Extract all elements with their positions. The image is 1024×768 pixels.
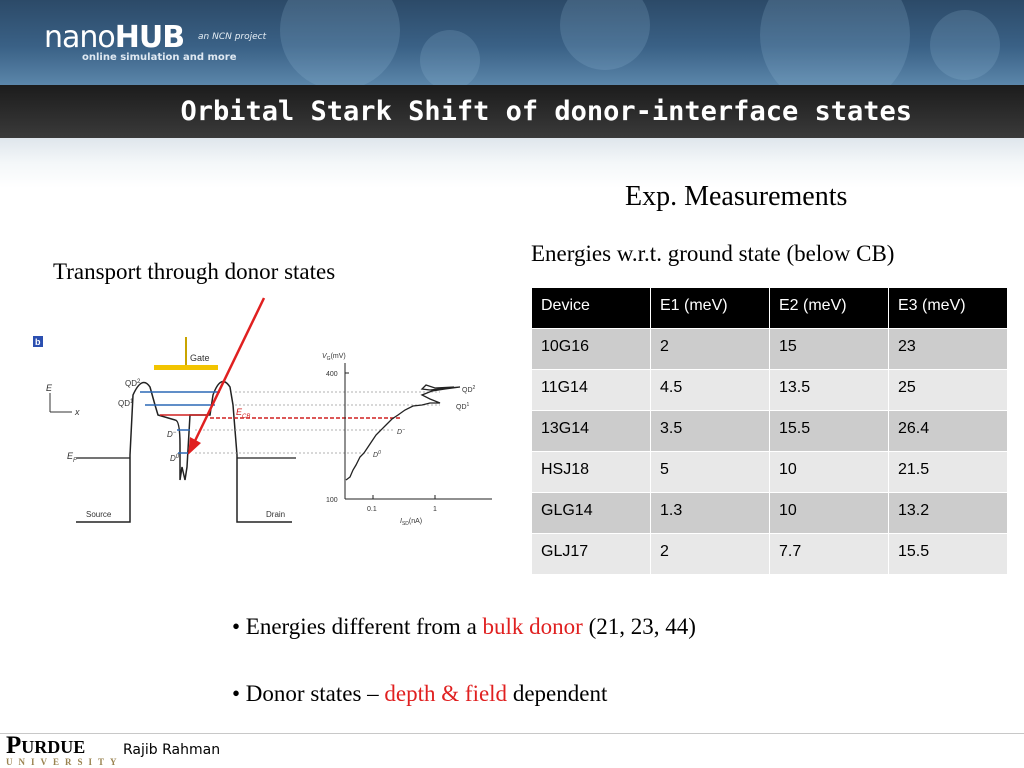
energies-table: Device E1 (meV) E2 (meV) E3 (meV) 10G16 … <box>531 287 1008 575</box>
plot-d-zero-label: D0 <box>373 450 381 459</box>
gate-electrode <box>154 365 218 370</box>
plot-qd2-label: QD2 <box>462 385 476 394</box>
bullet-energies: • Energies different from a bulk donor (… <box>232 612 696 642</box>
ecb-label: ECB <box>236 407 250 420</box>
panel-label-box <box>33 336 43 347</box>
x-tick-1: 1 <box>433 506 437 513</box>
table-cell: 3.5 <box>650 410 770 452</box>
table-cell: HSJ18 <box>531 451 651 493</box>
table-header-cell: E3 (meV) <box>888 287 1008 329</box>
table-cell: 15.5 <box>769 410 889 452</box>
purdue-wordmark: Purdue <box>6 732 86 759</box>
table-cell: 7.7 <box>769 533 889 575</box>
y-tick-100: 100 <box>326 497 338 504</box>
table-caption: Energies w.r.t. ground state (below CB) <box>531 241 895 266</box>
table-cell: GLG14 <box>531 492 651 534</box>
drain-label: Drain <box>266 510 285 519</box>
table-cell: 2 <box>650 328 770 370</box>
plot-qd1-label: QD1 <box>456 402 470 411</box>
vg-label: VG(mV) <box>322 353 346 362</box>
gate-label: Gate <box>190 353 210 363</box>
y-tick-400: 400 <box>326 371 338 378</box>
bullet-highlight: bulk donor <box>482 614 583 639</box>
table-cell: 10G16 <box>531 328 651 370</box>
table-cell: GLJ17 <box>531 533 651 575</box>
table-cell: 13.2 <box>888 492 1008 534</box>
red-arrow-shaft <box>191 297 266 446</box>
ef-label: EF <box>67 451 77 464</box>
table-header-cell: E1 (meV) <box>650 287 770 329</box>
table-cell: 13.5 <box>769 369 889 411</box>
bullet-highlight: depth & field <box>384 681 508 706</box>
table-row: GLJ17 2 7.7 15.5 <box>531 533 1008 575</box>
plot-d-minus-label: D− <box>397 427 405 436</box>
table-row: 10G16 2 15 23 <box>531 328 1008 370</box>
table-cell: 10 <box>769 492 889 534</box>
table-cell: 13G14 <box>531 410 651 452</box>
table-row: HSJ18 5 10 21.5 <box>531 451 1008 493</box>
author-name: Rajib Rahman <box>123 742 221 758</box>
x-axis-label: x <box>74 407 80 417</box>
table-row: 11G14 4.5 13.5 25 <box>531 369 1008 411</box>
title-bar <box>0 85 1024 138</box>
table-header-cell: E2 (meV) <box>769 287 889 329</box>
source-label: Source <box>86 510 112 519</box>
table-header-row: Device E1 (meV) E2 (meV) E3 (meV) <box>531 287 1008 329</box>
title-bar-shadow <box>0 138 1024 188</box>
nanohub-logo[interactable]: nanoHUB online simulation and more <box>44 20 237 64</box>
table-cell: 2 <box>650 533 770 575</box>
ncn-project-label: an NCN project <box>198 32 267 42</box>
d-minus-label: D− <box>167 430 177 439</box>
bullet-text: • Energies different from a <box>232 614 483 639</box>
table-cell: 1.3 <box>650 492 770 534</box>
table-header-cell: Device <box>531 287 651 329</box>
table-row: GLG14 1.3 10 13.2 <box>531 492 1008 534</box>
table-cell: 21.5 <box>888 451 1008 493</box>
panel-label: b <box>35 337 41 347</box>
d-zero-label: D0 <box>170 454 180 463</box>
table-cell: 26.4 <box>888 410 1008 452</box>
table-cell: 15.5 <box>888 533 1008 575</box>
table-cell: 5 <box>650 451 770 493</box>
isd-label: ISD(nA) <box>400 518 422 527</box>
figure-caption: Transport through donor states <box>53 259 336 284</box>
bullet-text: (21, 23, 44) <box>582 614 696 639</box>
qd2-label: QD2 <box>125 379 141 388</box>
exp-measurements-heading: Exp. Measurements <box>625 181 848 212</box>
table-cell: 25 <box>888 369 1008 411</box>
qd1-label: QD1 <box>118 399 134 408</box>
purdue-logo: Purdue UNIVERSITY <box>6 732 123 768</box>
table-cell: 10 <box>769 451 889 493</box>
bullet-donor-states: • Donor states – depth & field dependent <box>232 679 607 709</box>
logo-hub: HUB <box>114 20 185 55</box>
e-axis-label: E <box>46 383 53 393</box>
x-tick-01: 0.1 <box>367 506 377 513</box>
slide-title: Orbital Stark Shift of donor-interface s… <box>180 96 913 127</box>
header-banner <box>0 0 1024 85</box>
purdue-university-text: UNIVERSITY <box>6 757 123 767</box>
table-cell: 23 <box>888 328 1008 370</box>
potential-profile <box>76 380 292 523</box>
footer-divider <box>0 733 1024 734</box>
logo-tagline: online simulation and more <box>82 52 237 63</box>
transport-diagram: b Gate E x QD2 QD1 ECB D− D0 EF Source D… <box>33 297 492 527</box>
measured-curve <box>345 384 461 481</box>
bullet-text: dependent <box>507 681 608 706</box>
red-arrow-head <box>188 437 201 455</box>
table-cell: 11G14 <box>531 369 651 411</box>
table-cell: 15 <box>769 328 889 370</box>
bullet-text: • Donor states – <box>232 681 385 706</box>
table-row: 13G14 3.5 15.5 26.4 <box>531 410 1008 452</box>
logo-nano: nano <box>44 20 116 55</box>
table-cell: 4.5 <box>650 369 770 411</box>
